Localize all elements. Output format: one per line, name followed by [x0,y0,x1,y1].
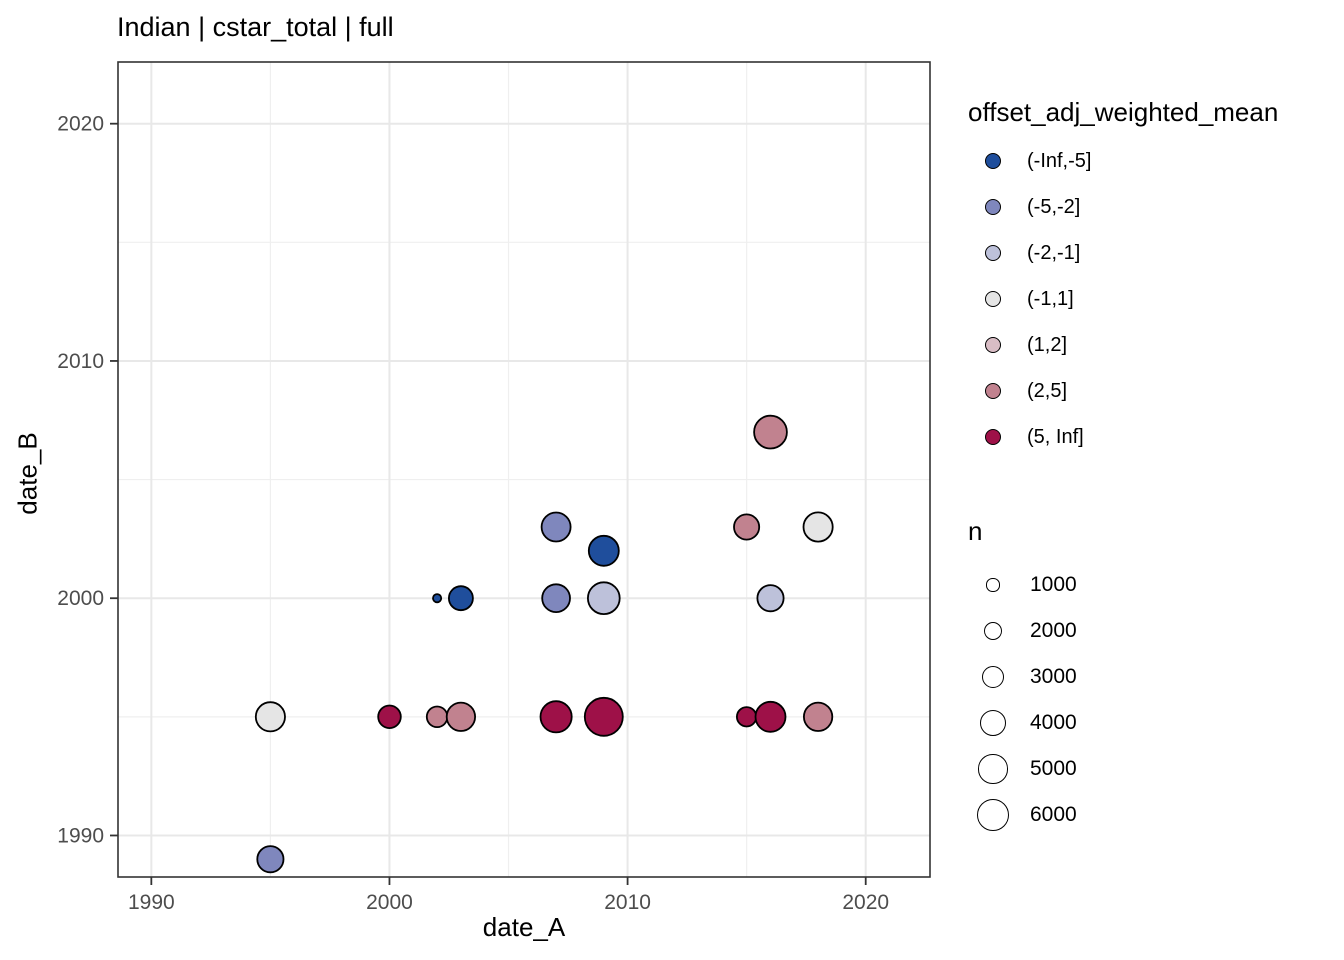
legend-size-circle-icon [977,799,1009,831]
size-legend-title: n [968,516,983,546]
legend-key [976,371,1010,411]
y-tick-label: 2000 [57,587,104,610]
size-legend-row: 6000 [968,792,1077,838]
legend-key [976,417,1010,457]
color-legend-row: (-1,1] [968,276,1278,322]
size-legend-label: 4000 [1030,711,1077,734]
data-point [735,706,758,728]
legend-key [976,795,1010,835]
legend-color-dot-icon [985,383,1001,399]
color-legend-row: (-2,-1] [968,230,1278,276]
legend-color-dot-icon [985,199,1001,215]
legend-key [976,141,1010,181]
panel-border [117,61,931,878]
data-point [256,845,285,874]
data-point [586,581,621,615]
legend-key [976,233,1010,273]
legend-size-circle-icon [981,665,1005,689]
data-point [802,701,834,732]
x-axis-title: date_A [482,912,566,942]
x-tick-label: 2000 [366,891,413,914]
data-point [541,583,571,613]
legend-key [976,279,1010,319]
legend-size-circle-icon [986,578,1000,592]
color-legend-row: (2,5] [968,368,1278,414]
size-legend-row: 3000 [968,654,1077,700]
data-point [754,700,787,733]
size-legend-row: 1000 [968,562,1077,608]
legend-key [976,749,1010,789]
legend-key [976,187,1010,227]
legend-color-dot-icon [985,153,1001,169]
y-axis-title: date_B [12,432,43,515]
y-tick-label: 2010 [57,350,104,373]
legend-size-circle-icon [983,621,1003,641]
size-legend-row: 2000 [968,608,1077,654]
legend-color-dot-icon [985,337,1001,353]
data-point [539,700,573,734]
x-tick-label: 2010 [604,891,651,914]
legend-size-circle-icon [979,709,1007,737]
legend-key [976,611,1010,651]
x-tick-label: 1990 [128,891,175,914]
color-legend-label: (1,2] [1027,333,1068,356]
data-point [583,696,624,737]
size-legend-label: 5000 [1030,757,1077,780]
x-tick-label: 2020 [842,891,889,914]
legend-key [976,565,1010,605]
y-tick-label: 1990 [57,824,104,847]
data-point [802,511,834,543]
data-point [540,511,572,543]
legend-key [976,325,1010,365]
size-legend-row: 4000 [968,700,1077,746]
legend-color-dot-icon [985,291,1001,307]
color-legend-items: (-Inf,-5] (-5,-2] (-2,-1] (-1,1] (1,2] (2,5] (… [968,138,1278,460]
color-legend-title: offset_adj_weighted_mean [968,97,1279,127]
y-tick-label: 2020 [57,113,104,136]
legend-key [976,657,1010,697]
plot-title: Indian | cstar_total | full [117,12,394,42]
data-point [432,593,443,604]
panel-background [118,62,930,877]
color-legend-label: (-Inf,-5] [1027,149,1092,172]
color-legend: offset_adj_weighted_mean (-Inf,-5] (-5,-2… [968,97,1278,460]
size-legend-label: 1000 [1030,573,1077,596]
data-point [587,534,620,567]
color-legend-label: (2,5] [1027,379,1068,402]
color-legend-row: (1,2] [968,322,1278,368]
size-legend: n 1000 2000 3000 4000 5000 6000 [968,516,1077,838]
size-legend-row: 5000 [968,746,1077,792]
data-point [425,705,449,729]
color-legend-label: (-5,-2] [1027,195,1081,218]
color-legend-row: (-5,-2] [968,184,1278,230]
color-legend-row: (-Inf,-5] [968,138,1278,184]
size-legend-label: 2000 [1030,619,1077,642]
legend-color-dot-icon [985,429,1001,445]
color-legend-label: (5, Inf] [1027,425,1084,448]
size-legend-items: 1000 2000 3000 4000 5000 6000 [968,562,1077,838]
data-point [733,513,761,541]
data-point [447,585,474,612]
legend-size-circle-icon [978,754,1008,784]
size-legend-label: 3000 [1030,665,1077,688]
legend-key [976,703,1010,743]
color-legend-label: (-2,-1] [1027,241,1081,264]
data-point [377,704,402,730]
size-legend-label: 6000 [1030,803,1077,826]
data-point [753,414,788,450]
data-point [445,701,476,732]
color-legend-row: (5, Inf] [968,414,1278,460]
data-point [254,701,286,733]
legend-color-dot-icon [985,245,1001,261]
data-point [756,584,785,613]
color-legend-label: (-1,1] [1027,287,1074,310]
